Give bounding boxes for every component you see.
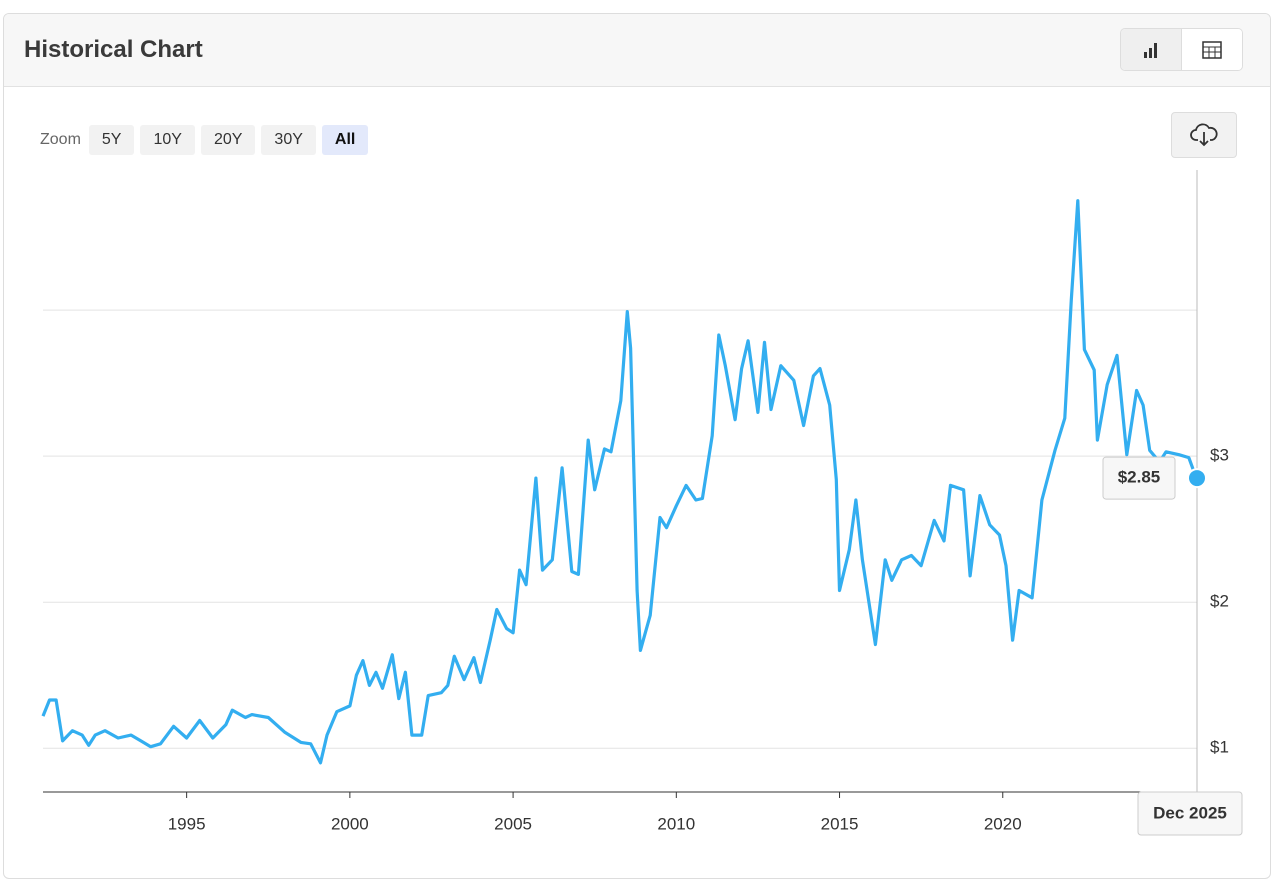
table-view-button[interactable] [1182, 29, 1242, 70]
download-icon [1190, 123, 1218, 147]
chart-view-button[interactable] [1121, 29, 1182, 70]
x-tick-label: 2010 [657, 814, 695, 833]
x-tick-label: 2005 [494, 814, 532, 833]
title: Historical Chart [24, 36, 203, 63]
table-icon [1202, 40, 1222, 59]
bar-icon [1144, 42, 1157, 58]
y-tick-label: $2 [1210, 592, 1229, 611]
x-tick-label: 2015 [821, 814, 859, 833]
x-label-box [1137, 791, 1243, 836]
price-line [41, 199, 1198, 765]
zoom-button[interactable]: 20Y [200, 125, 256, 155]
zoom-bar: Zoom 5Y 10Y 20Y 30Y All [40, 125, 369, 155]
zoom-label: Zoom [40, 131, 81, 148]
y-tick-label: $1 [1210, 738, 1229, 757]
x-tick-label: 1995 [168, 814, 206, 833]
zoom-button[interactable]: 30Y [261, 125, 316, 155]
x-crosshair-label: Dec 2025 [1153, 803, 1227, 822]
header: Historical Chart [4, 14, 1270, 87]
tooltip-dot [1187, 468, 1207, 489]
zoom-button[interactable]: 10Y [140, 125, 195, 155]
download-button[interactable] [1171, 112, 1237, 158]
tooltip-box [1102, 456, 1176, 500]
view-toggle [1120, 28, 1243, 71]
zoom-button[interactable]: 5Y [88, 125, 135, 155]
zoom-button[interactable]: All [321, 125, 369, 155]
y-tick-label: $3 [1210, 446, 1229, 465]
card: Historical Chart [3, 13, 1271, 879]
x-tick-label: 2000 [331, 814, 369, 833]
tooltip-label: $2.85 [1118, 468, 1161, 487]
x-tick-label: 2020 [984, 814, 1022, 833]
